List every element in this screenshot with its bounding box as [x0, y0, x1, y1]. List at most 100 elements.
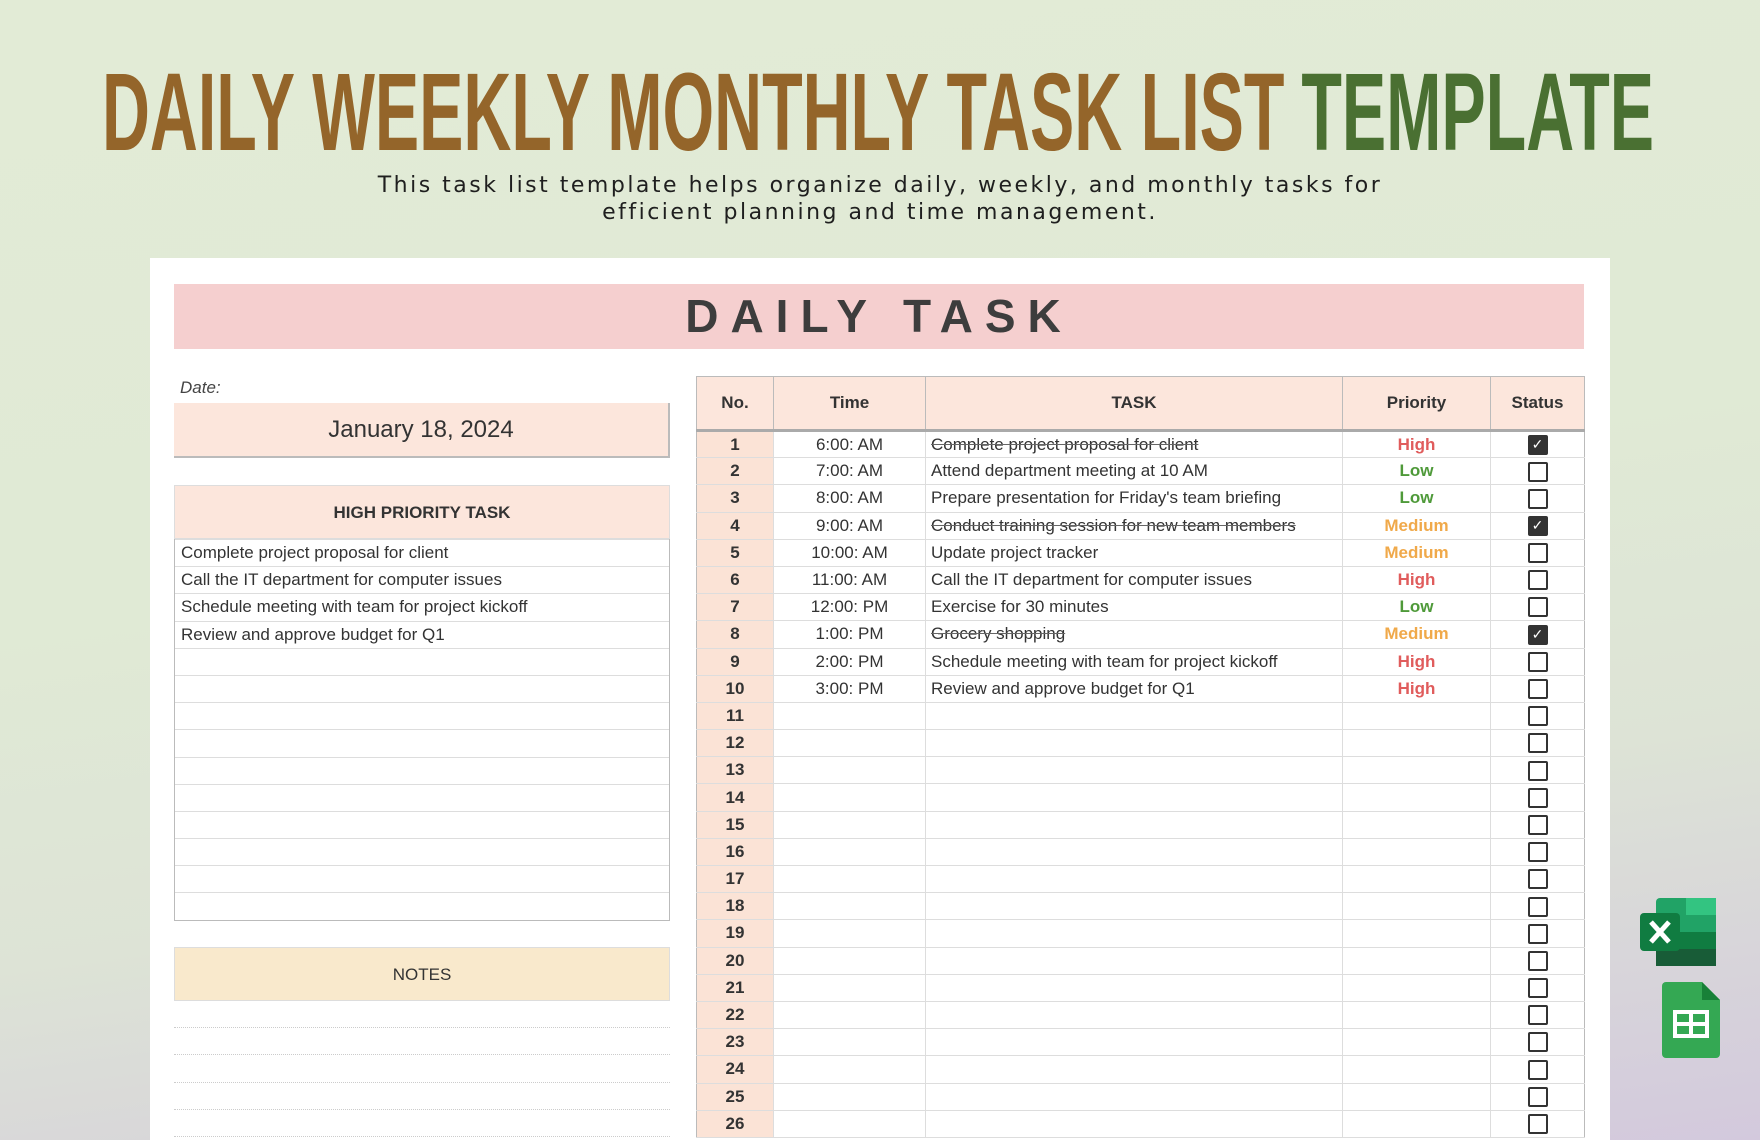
time-cell[interactable] — [773, 946, 926, 975]
status-checkbox[interactable] — [1527, 787, 1548, 808]
status-checkbox[interactable] — [1527, 733, 1548, 754]
task-cell[interactable] — [925, 1109, 1343, 1138]
task-cell[interactable] — [925, 892, 1343, 921]
status-checkbox[interactable] — [1527, 679, 1548, 700]
notes-area[interactable] — [174, 1001, 670, 1137]
priority-cell[interactable]: Low — [1342, 484, 1491, 513]
priority-cell[interactable]: High — [1342, 674, 1491, 703]
status-checkbox[interactable] — [1527, 760, 1548, 781]
status-checkbox[interactable] — [1527, 1005, 1548, 1026]
time-cell[interactable]: 10:00: AM — [773, 538, 926, 567]
task-cell[interactable]: Conduct training session for new team me… — [925, 511, 1343, 540]
priority-cell[interactable] — [1342, 919, 1491, 948]
task-cell[interactable] — [925, 1000, 1343, 1030]
time-cell[interactable] — [773, 1055, 926, 1084]
time-cell[interactable] — [773, 1000, 926, 1030]
time-cell[interactable] — [773, 756, 926, 785]
time-cell[interactable] — [773, 919, 926, 948]
task-cell[interactable]: Schedule meeting with team for project k… — [925, 647, 1343, 676]
time-cell[interactable]: 2:00: PM — [773, 647, 926, 676]
notes-line[interactable] — [174, 1083, 670, 1110]
time-cell[interactable]: 6:00: AM — [773, 429, 926, 459]
high-priority-item[interactable] — [175, 810, 669, 838]
priority-cell[interactable]: Low — [1342, 457, 1491, 486]
task-cell[interactable] — [925, 864, 1343, 894]
time-cell[interactable] — [773, 1028, 926, 1057]
task-cell[interactable] — [925, 701, 1343, 731]
status-checkbox[interactable] — [1527, 651, 1548, 672]
time-cell[interactable] — [773, 1082, 926, 1111]
high-priority-item[interactable] — [175, 756, 669, 784]
priority-cell[interactable] — [1342, 1028, 1491, 1057]
google-sheets-icon[interactable] — [1662, 982, 1720, 1063]
task-cell[interactable]: Update project tracker — [925, 538, 1343, 567]
notes-line[interactable] — [174, 1028, 670, 1056]
status-checkbox[interactable] — [1527, 461, 1548, 482]
high-priority-item[interactable] — [175, 838, 669, 865]
time-cell[interactable] — [773, 892, 926, 921]
high-priority-item[interactable] — [175, 892, 669, 919]
task-cell[interactable] — [925, 756, 1343, 785]
task-cell[interactable] — [925, 1028, 1343, 1057]
status-checkbox[interactable] — [1527, 570, 1548, 591]
high-priority-item[interactable]: Complete project proposal for client — [175, 539, 669, 566]
task-cell[interactable] — [925, 973, 1343, 1002]
priority-cell[interactable] — [1342, 783, 1491, 812]
task-cell[interactable] — [925, 783, 1343, 812]
status-checkbox[interactable] — [1527, 1114, 1548, 1135]
priority-cell[interactable] — [1342, 892, 1491, 921]
high-priority-item[interactable] — [175, 729, 669, 756]
high-priority-item[interactable] — [175, 647, 669, 675]
priority-cell[interactable] — [1342, 1000, 1491, 1030]
priority-cell[interactable] — [1342, 864, 1491, 894]
status-checkbox[interactable] — [1527, 923, 1548, 944]
status-checkbox[interactable]: ✓ — [1527, 624, 1548, 645]
time-cell[interactable]: 11:00: AM — [773, 565, 926, 595]
status-checkbox[interactable] — [1527, 706, 1548, 727]
priority-cell[interactable]: High — [1342, 429, 1491, 459]
status-checkbox[interactable] — [1527, 950, 1548, 971]
task-cell[interactable]: Grocery shopping — [925, 620, 1343, 649]
time-cell[interactable]: 12:00: PM — [773, 593, 926, 622]
task-cell[interactable]: Review and approve budget for Q1 — [925, 674, 1343, 703]
time-cell[interactable]: 7:00: AM — [773, 457, 926, 486]
time-cell[interactable]: 3:00: PM — [773, 674, 926, 703]
time-cell[interactable] — [773, 864, 926, 894]
task-cell[interactable] — [925, 837, 1343, 867]
priority-cell[interactable]: Medium — [1342, 511, 1491, 540]
time-cell[interactable] — [773, 729, 926, 758]
status-checkbox[interactable] — [1527, 1059, 1548, 1080]
task-cell[interactable]: Complete project proposal for client — [925, 429, 1343, 459]
time-cell[interactable] — [773, 1109, 926, 1138]
notes-line[interactable] — [174, 1001, 670, 1029]
date-field[interactable]: January 18, 2024 — [174, 403, 670, 458]
priority-cell[interactable] — [1342, 1082, 1491, 1111]
status-checkbox[interactable]: ✓ — [1527, 434, 1548, 455]
priority-cell[interactable] — [1342, 756, 1491, 785]
priority-cell[interactable] — [1342, 810, 1491, 839]
status-checkbox[interactable]: ✓ — [1527, 515, 1548, 536]
status-checkbox[interactable] — [1527, 869, 1548, 890]
high-priority-item[interactable] — [175, 783, 669, 811]
task-cell[interactable]: Call the IT department for computer issu… — [925, 565, 1343, 595]
status-checkbox[interactable] — [1527, 1032, 1548, 1053]
time-cell[interactable] — [773, 837, 926, 867]
task-cell[interactable] — [925, 946, 1343, 975]
priority-cell[interactable]: Medium — [1342, 538, 1491, 567]
time-cell[interactable]: 8:00: AM — [773, 484, 926, 513]
task-cell[interactable] — [925, 810, 1343, 839]
notes-line[interactable] — [174, 1055, 670, 1083]
high-priority-item[interactable]: Call the IT department for computer issu… — [175, 566, 669, 593]
priority-cell[interactable] — [1342, 946, 1491, 975]
status-checkbox[interactable] — [1527, 543, 1548, 564]
task-cell[interactable] — [925, 1082, 1343, 1111]
status-checkbox[interactable] — [1527, 814, 1548, 835]
high-priority-item[interactable]: Review and approve budget for Q1 — [175, 620, 669, 648]
task-cell[interactable] — [925, 1055, 1343, 1084]
priority-cell[interactable] — [1342, 729, 1491, 758]
priority-cell[interactable]: High — [1342, 565, 1491, 595]
status-checkbox[interactable] — [1527, 488, 1548, 509]
priority-cell[interactable] — [1342, 837, 1491, 867]
priority-cell[interactable]: Medium — [1342, 620, 1491, 649]
high-priority-item[interactable]: Schedule meeting with team for project k… — [175, 593, 669, 620]
